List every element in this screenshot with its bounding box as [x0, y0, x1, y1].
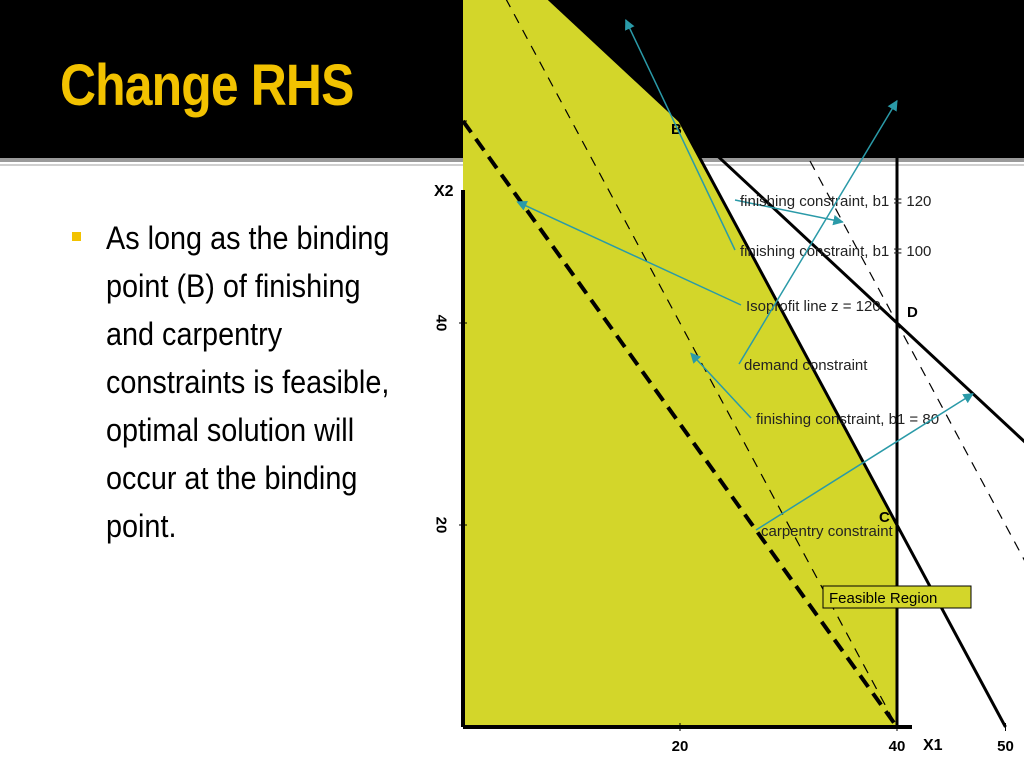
label-carpentry: carpentry constraint: [761, 523, 894, 540]
bullet-square-icon: [72, 232, 81, 241]
arrow-isoprofit-120: [516, 200, 742, 306]
y-tick-label: 20: [433, 517, 450, 534]
x-axis-label: X1: [923, 737, 943, 754]
label-demand: demand constraint: [744, 357, 868, 374]
x-tick-label: 40: [889, 738, 906, 755]
feasible-region-legend-label: Feasible Region: [829, 590, 937, 607]
bullet-text: As long as the binding point (B) of fini…: [106, 220, 390, 544]
arrow-demand: [738, 99, 898, 365]
slide-title: Change RHS: [60, 53, 354, 118]
line-finishing-100: [613, 0, 1007, 728]
y-tick-label: 60: [433, 113, 450, 130]
y-axis-label: X2: [434, 183, 454, 200]
label-finishing-100: finishing constraint, b1 = 100: [740, 243, 931, 260]
line-carpentry: [547, 0, 1024, 444]
point-label-D: D: [907, 304, 918, 321]
arrow-finishing-100: [625, 19, 736, 251]
arrow-finishing-120: [734, 199, 844, 226]
line-finishing-80: [461, 119, 899, 729]
y-tick-label: 40: [433, 315, 450, 332]
label-isoprofit-120: Isoprofit line z = 120: [746, 298, 881, 315]
arrow-finishing-80: [690, 352, 752, 419]
point-label-C: C: [879, 509, 890, 526]
label-finishing-80: finishing constraint, b1 = 80: [756, 411, 939, 428]
arrow-carpentry: [755, 393, 974, 531]
x-tick-label: 20: [672, 738, 689, 755]
feasible-region-area: [463, 0, 897, 727]
point-label-B: B: [671, 121, 682, 138]
feasible-region-legend-box: [822, 585, 972, 609]
x-tick-label: 50: [997, 738, 1014, 755]
